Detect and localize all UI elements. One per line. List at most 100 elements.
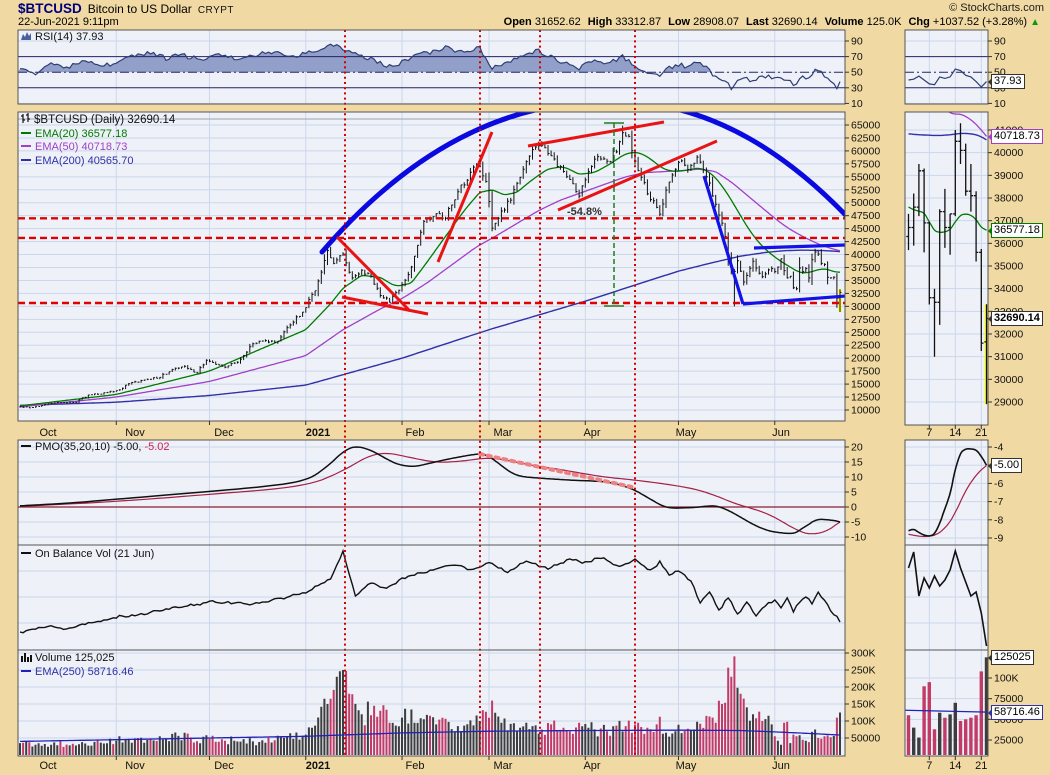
blue-trendline [742,294,845,306]
axis-label: 300K [851,648,876,660]
axis-label: 40000 [994,147,1023,159]
copyright-label: © StockCharts.com [949,2,1044,14]
mini-pmo-line [908,448,988,537]
rsi-area-fill [18,44,845,73]
axis-label: 14 [949,427,961,439]
ema200-legend: EMA(200) 40565.70 [21,155,175,169]
mini-volume-bar [917,737,921,755]
mini-volume-bar [938,712,942,755]
volume-ema-line [20,729,840,743]
axis-label: 90 [851,36,863,48]
quote-item: Last 32690.14 [746,16,818,28]
axis-label: Mar [494,760,513,772]
axis-label: 37500 [851,262,880,274]
axis-label: 21 [975,760,987,772]
chart-header: $BTCUSD Bitcoin to US Dollar CRYPT [18,1,234,16]
symbol-type-tag: CRYPT [197,5,235,16]
panel-border [904,29,989,105]
histogram-icon [21,653,32,662]
axis-label: 10000 [851,405,880,417]
axis-label: Dec [214,760,234,772]
red-trendline [341,295,429,316]
axis-label: 75000 [994,693,1023,705]
volume-value-callout: 125025 [988,650,1034,665]
panel-border [17,29,846,105]
axis-label: Feb [406,760,425,772]
axis-label: 50000 [851,197,880,209]
axis-label: Jun [772,427,790,439]
axis-label: May [676,760,697,772]
mini-obv-line [907,548,988,647]
axis-label: 30 [851,82,863,94]
axis-label: 14 [949,760,961,772]
quote-item: Open 31652.62 [503,16,581,28]
volume-legend-title: Volume 125,025 [21,652,133,666]
ema20-label: EMA(20) 36577.18 [35,127,128,140]
mini-pmo-group [908,448,988,538]
mini-price-group [906,112,988,405]
axis-label: 21 [975,427,987,439]
axis-label: 31000 [994,351,1023,363]
axis-label: Nov [125,427,145,439]
axis-label: -10 [851,532,866,544]
change-up-icon: ▲ [1030,17,1040,28]
axis-label: May [676,427,697,439]
volume-group [19,656,841,755]
axis-label: 57500 [851,158,880,170]
axis-label: -9 [994,533,1003,545]
symbol: $BTCUSD [18,1,82,16]
obv-line [19,548,841,634]
mini-volume-bar [964,719,968,755]
axis-label: 52500 [851,184,880,196]
obv-label: On Balance Vol (21 Jun) [35,548,155,560]
red-trendline [527,120,665,148]
axis-label: 45000 [851,223,880,235]
axis-label: 47500 [851,210,880,222]
percent-drop-annotation: -54.8% [567,206,602,218]
blue-trendline [702,175,745,305]
mini-ema200-line [908,132,987,141]
axis-label: 70 [851,51,863,63]
quote-item: High 33312.87 [587,16,662,28]
panel-background [905,112,988,425]
axis-label: 17500 [851,366,880,378]
axis-label: 2021 [306,760,330,772]
ohlc-bars-icon [21,113,30,123]
ema20-line [19,151,841,407]
ema200-label: EMA(200) 40565.70 [35,154,134,167]
volume-bars-down [22,656,838,755]
mini-volume-bar [912,727,916,755]
axis-label: 100K [851,716,876,728]
price-title-label: $BTCUSD (Daily) 32690.14 [34,114,176,126]
axis-label: 60000 [851,145,880,157]
mini-volume-bar [943,717,947,755]
axis-label: 150K [851,699,876,711]
ema50-value-callout: 40718.73 [988,129,1043,144]
axis-label: 62500 [851,132,880,144]
axis-label: -4 [994,442,1003,454]
axis-label: 7 [926,427,932,439]
axis-label: 2021 [306,427,330,439]
date-time-label: 22-Jun-2021 9:11pm [18,16,119,28]
axis-label: 70 [994,51,1006,63]
axis-label: -7 [994,496,1003,508]
mini-volume-group [905,657,988,755]
pmo-line [20,446,841,535]
pmo-signal-value: -5.02 [144,441,170,453]
dome-arc-annotation [319,112,845,255]
mini-volume-bar [984,657,988,755]
mini-ema20-line [908,206,987,233]
ema20-value-callout: 36577.18 [988,223,1043,238]
axis-label: Nov [125,760,145,772]
axis-label: 90 [994,36,1006,48]
axis-label: 30000 [851,301,880,313]
axis-label: Apr [583,427,600,439]
axis-label: 65000 [851,120,880,132]
axis-label: 35000 [851,275,880,287]
axis-label: 50000 [851,733,880,745]
axis-label: 100K [994,673,1019,685]
volume-ema-legend: EMA(250) 58716.46 [21,666,133,680]
price-panel-group [18,112,845,409]
